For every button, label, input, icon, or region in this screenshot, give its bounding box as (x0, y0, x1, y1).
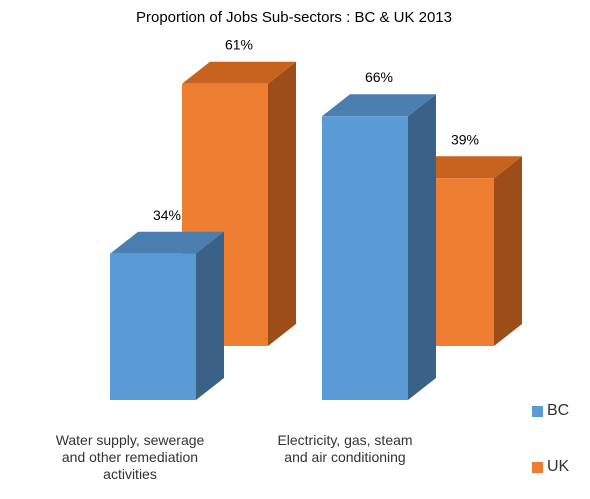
bars-group (110, 61, 522, 400)
bar-bc-water-supply-front (110, 253, 196, 400)
data-label-uk-electricity: 39% (451, 131, 479, 147)
legend-label-uk: UK (547, 458, 570, 475)
bar-bc-water-supply (110, 231, 224, 400)
legend-item-uk: UK (532, 458, 569, 476)
category-label-water-supply: Water supply, sewerage and other remedia… (20, 432, 240, 483)
chart-title: Proportion of Jobs Sub-sectors : BC & UK… (136, 9, 452, 26)
data-labels-group: 61% 34% 39% 66% (153, 37, 479, 223)
data-label-bc-water-supply: 34% (153, 207, 181, 223)
bar-bc-electricity-front (322, 116, 408, 400)
category-label-line: Electricity, gas, steam (277, 432, 413, 448)
legend-swatch-bc (532, 405, 543, 417)
bar-bc-electricity-top (322, 94, 436, 117)
category-label-line: and air conditioning (284, 449, 406, 465)
legend-item-bc: BC (532, 402, 569, 420)
category-label-line: activities (103, 466, 157, 482)
bar-uk-electricity-side (494, 156, 522, 346)
legend-swatch-uk (532, 461, 543, 473)
category-label-line: and other remediation (61, 449, 199, 465)
bar-bc-electricity (322, 94, 436, 400)
data-label-uk-water-supply: 61% (225, 37, 253, 53)
category-label-line: Water supply, sewerage (55, 432, 205, 448)
bar-uk-water-supply-side (268, 61, 296, 346)
bar-uk-electricity-top (408, 156, 522, 179)
bar-bc-electricity-side (408, 94, 436, 400)
bar-bc-water-supply-side (196, 231, 224, 400)
category-label-electricity: Electricity, gas, steam and air conditio… (245, 432, 445, 466)
legend-label-bc: BC (547, 402, 570, 419)
data-label-bc-electricity: 66% (365, 69, 393, 85)
bar-uk-water-supply-top (182, 61, 296, 84)
bar-bc-water-supply-top (110, 231, 224, 254)
